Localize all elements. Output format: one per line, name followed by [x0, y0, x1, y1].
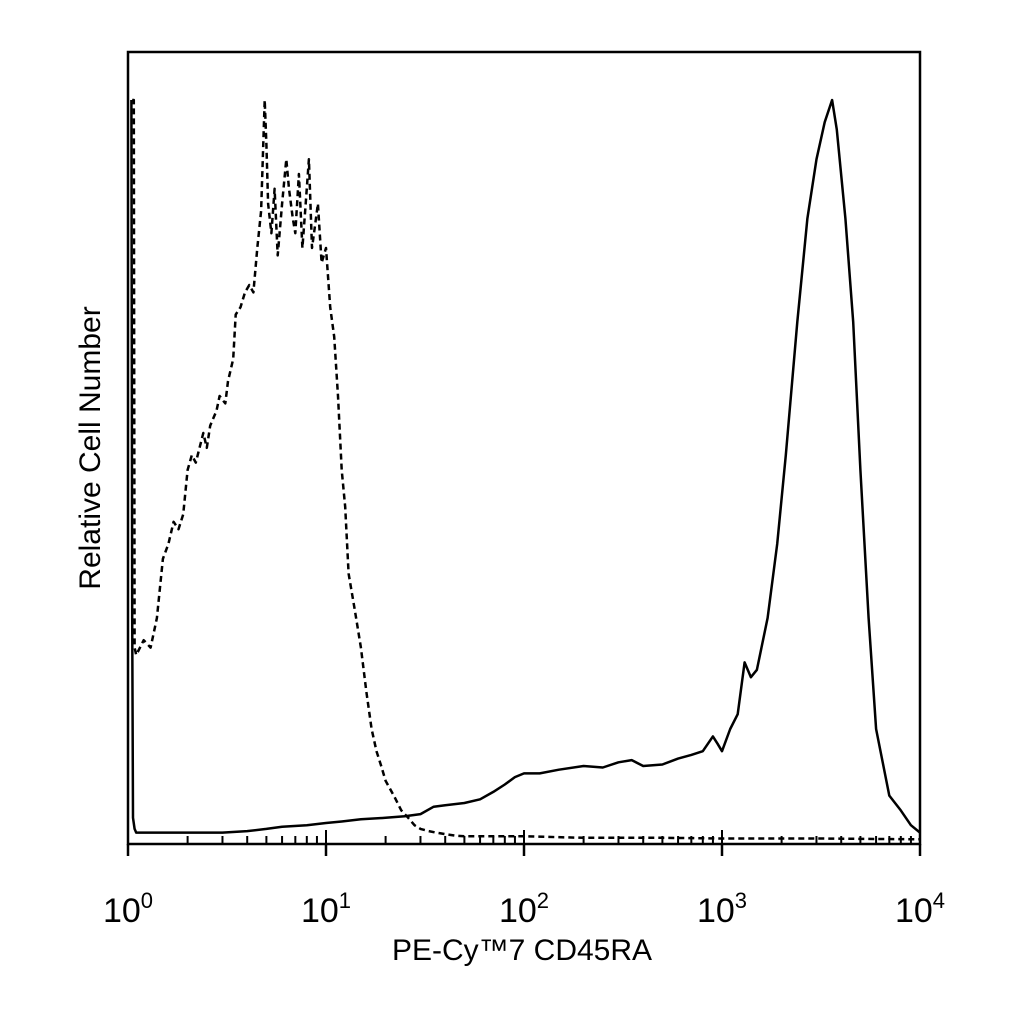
x-tick-label: 100 [103, 888, 153, 930]
x-tick-label: 103 [697, 888, 747, 930]
x-tick-label: 101 [301, 888, 351, 930]
series-layer [130, 98, 921, 841]
series-dashed-line [131, 98, 921, 841]
x-tick-label: 102 [499, 888, 549, 930]
plot-frame [126, 50, 922, 846]
x-axis-label: PE-Cy™7 CD45RA [392, 934, 652, 967]
x-axis-tick-labels: 100 101 102 103 104 [103, 888, 945, 930]
y-axis-label: Relative Cell Number [74, 306, 107, 589]
series-solid-line [130, 98, 921, 834]
x-tick-label: 104 [895, 888, 945, 930]
x-axis-ticks [126, 830, 922, 856]
